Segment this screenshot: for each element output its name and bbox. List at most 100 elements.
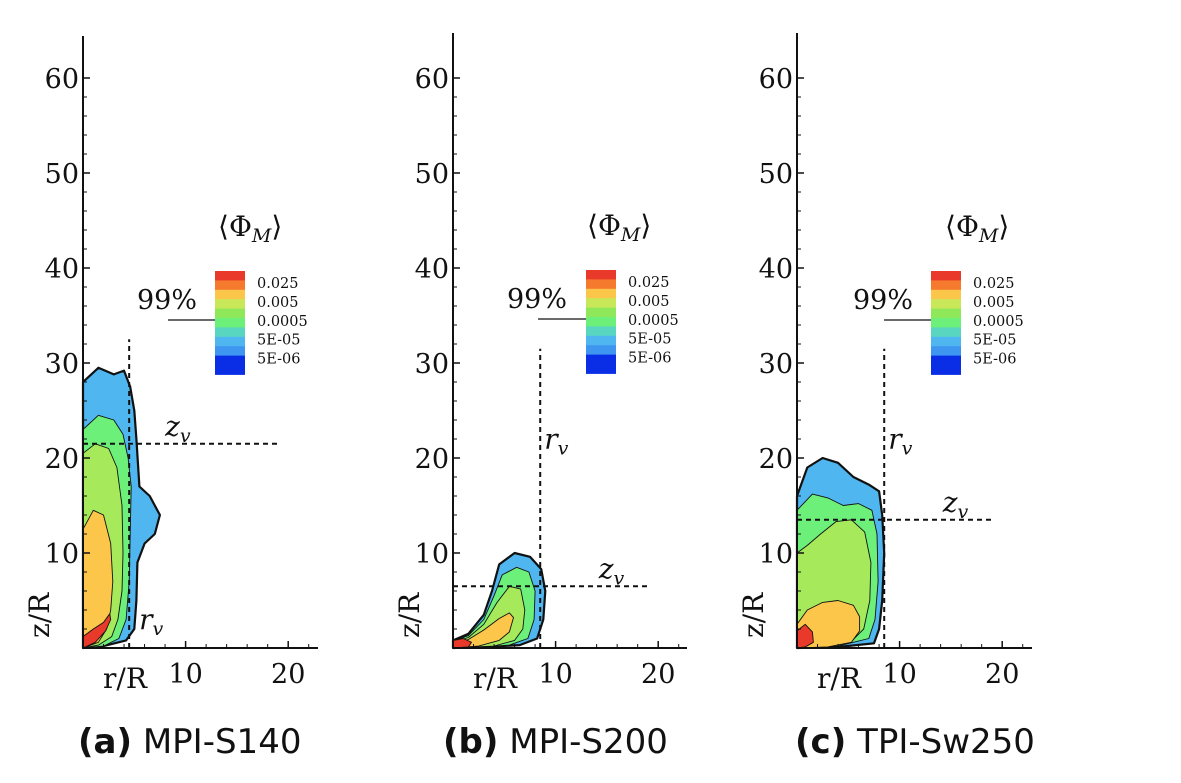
legend-swatch <box>931 327 961 338</box>
x-axis-label: r/R <box>103 662 148 695</box>
rv-label: rv <box>139 603 163 640</box>
legend-swatch <box>931 280 961 291</box>
legend-swatch <box>215 299 245 310</box>
legend-swatch <box>215 280 245 291</box>
zv-subscript: v <box>180 425 191 447</box>
zv-label: zv <box>164 410 191 447</box>
legend-level-label: 0.025 <box>628 275 670 291</box>
legend-title-main: Φ <box>598 209 621 242</box>
contour-panel-a: 10 20 30 40 50 60 10 20 r/R z/R rv zv ⟨ΦM⟩ 0.025 0.005… <box>23 36 318 695</box>
y-tick-label: 60 <box>415 64 449 95</box>
legend-swatch <box>586 317 616 327</box>
legend-swatch <box>215 289 245 300</box>
contour-band <box>82 509 114 649</box>
rv-label: rv <box>544 423 568 460</box>
x-tick-label: 20 <box>641 659 675 690</box>
x-tick-label: 10 <box>538 659 572 690</box>
y-tick-label: 30 <box>415 349 449 380</box>
threshold-label: 99% <box>507 284 567 315</box>
y-tick-label: 20 <box>759 444 793 475</box>
y-tick-label: 40 <box>759 254 793 285</box>
y-tick-label: 50 <box>45 159 79 190</box>
caption-a: (a) MPI-S140 <box>78 722 301 762</box>
zv-subscript: v <box>613 567 624 589</box>
legend-title-open: ⟨ <box>945 210 956 243</box>
legend-title: ⟨ΦM⟩ <box>218 210 282 247</box>
legend-swatch <box>931 308 961 319</box>
legend-swatch <box>586 364 616 374</box>
y-tick-label: 50 <box>759 159 793 190</box>
legend-level-label: 5E-06 <box>973 351 1016 367</box>
legend-swatch <box>931 365 961 375</box>
legend-swatch <box>931 355 961 366</box>
legend-title-open: ⟨ <box>218 210 229 243</box>
legend-level-label: 0.0005 <box>257 314 308 330</box>
legend-level-label: 0.0005 <box>973 314 1024 330</box>
legend-level-label: 5E-06 <box>257 351 300 367</box>
legend-swatch <box>931 289 961 300</box>
legend-swatch <box>931 299 961 310</box>
legend-level-label: 0.005 <box>257 295 299 311</box>
legend-colorbar: 0.025 0.005 0.0005 5E-05 5E-06 <box>586 270 679 374</box>
y-tick-label: 10 <box>415 539 449 570</box>
y-axis-label: z/R <box>393 592 426 638</box>
rv-subscript: v <box>902 438 913 460</box>
legend-swatch <box>215 318 245 328</box>
y-tick-label: 20 <box>45 444 79 475</box>
legend-swatch <box>215 336 245 347</box>
legend-swatch <box>586 335 616 346</box>
caption-label: (b) <box>443 722 499 762</box>
threshold-label: 99% <box>137 285 197 316</box>
legend-level-label: 0.005 <box>973 295 1015 311</box>
y-tick-label: 40 <box>415 254 449 285</box>
legend-level-label: 0.025 <box>257 276 299 292</box>
legend-title-sub: M <box>978 225 999 247</box>
legend-swatch <box>931 318 961 328</box>
legend-title-close: ⟩ <box>271 210 282 243</box>
y-tick-label: 30 <box>45 349 79 380</box>
legend-title: ⟨ΦM⟩ <box>945 210 1009 247</box>
y-tick-label: 60 <box>45 64 79 95</box>
x-axis-label: r/R <box>473 662 518 695</box>
legend-level-label: 5E-06 <box>628 350 671 366</box>
legend-title-sub: M <box>620 224 641 246</box>
legend-title-sub: M <box>251 225 272 247</box>
legend-swatch <box>586 326 616 337</box>
caption-name: TPI-Sw250 <box>857 722 1035 762</box>
x-tick-label: 10 <box>168 659 202 690</box>
zv-label: zv <box>598 552 625 589</box>
rv-subscript: v <box>153 618 164 640</box>
legend-swatch <box>215 346 245 357</box>
x-tick-label: 20 <box>985 659 1019 690</box>
contour-panel-b: 10 20 30 40 50 60 10 20 r/R z/R rv zv ⟨ΦM⟩ 0.025 0.005… <box>393 33 687 695</box>
legend-swatch <box>931 336 961 347</box>
y-tick-label: 10 <box>759 539 793 570</box>
legend-swatch <box>586 354 616 365</box>
legend-swatch <box>586 270 616 280</box>
caption-name: MPI-S200 <box>509 722 668 762</box>
legend-swatch <box>586 345 616 356</box>
y-axis-label: z/R <box>737 592 770 638</box>
legend-level-label: 0.025 <box>973 276 1015 292</box>
legend-swatch <box>931 346 961 357</box>
legend-swatch <box>931 271 961 281</box>
legend-swatch <box>215 308 245 319</box>
caption-label: (a) <box>78 722 133 762</box>
legend-level-label: 0.005 <box>628 294 670 310</box>
rv-subscript: v <box>558 438 569 460</box>
threshold-label: 99% <box>853 285 913 316</box>
legend-colorbar: 0.025 0.005 0.0005 5E-05 5E-06 <box>931 271 1024 375</box>
legend-swatch <box>215 355 245 366</box>
caption-b: (b) MPI-S200 <box>443 722 668 762</box>
legend-swatch <box>215 365 245 375</box>
caption-label: (c) <box>795 722 847 762</box>
y-tick-label: 50 <box>415 159 449 190</box>
legend-title-open: ⟨ <box>587 209 598 242</box>
y-tick-label: 60 <box>759 64 793 95</box>
y-tick-label: 20 <box>415 444 449 475</box>
zv-label: zv <box>942 486 969 523</box>
legend-title-close: ⟩ <box>998 210 1009 243</box>
legend-swatch <box>586 307 616 318</box>
